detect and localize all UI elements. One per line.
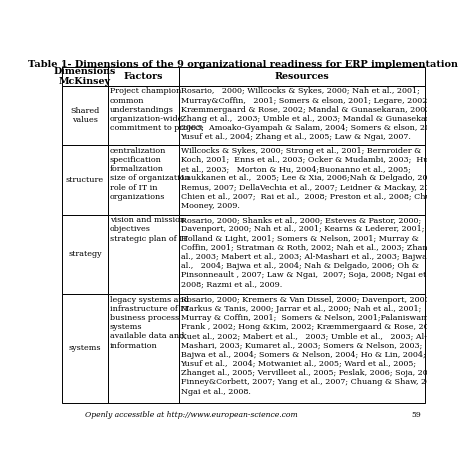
- Bar: [179, 67, 425, 86]
- Text: strategy: strategy: [68, 250, 101, 258]
- Bar: [108, 215, 179, 294]
- Text: Rosario, 2000; Kremers & Van Dissel, 2000; Davenport, 2000;
Markus & Tanis, 2000: Rosario, 2000; Kremers & Van Dissel, 200…: [181, 295, 443, 396]
- Text: legacy systems and
infrastructure of IT
business process
systems
available data : legacy systems and infrastructure of IT …: [109, 295, 189, 349]
- Text: 59: 59: [411, 411, 421, 419]
- Text: Project champion
common
understandings
organization-wide
commitment to project: Project champion common understandings o…: [109, 87, 203, 132]
- Text: Shared
values: Shared values: [70, 107, 100, 124]
- Bar: [62, 86, 108, 145]
- Bar: [179, 86, 425, 145]
- Bar: [108, 145, 179, 215]
- Bar: [62, 67, 108, 86]
- Text: Rosario, 2000; Shanks et al., 2000; Esteves & Pastor, 2000;
Davenport, 2000; Nah: Rosario, 2000; Shanks et al., 2000; Este…: [181, 216, 443, 289]
- Text: Openly accessible at http://www.european-science.com: Openly accessible at http://www.european…: [85, 411, 298, 419]
- Text: Rosario,   2000; Willcocks & Sykes, 2000; Nah et al., 2001;
Murray&Coffin,   200: Rosario, 2000; Willcocks & Sykes, 2000; …: [181, 87, 442, 141]
- Bar: [179, 215, 425, 294]
- Text: Factors: Factors: [124, 72, 163, 81]
- Text: Dimensions
McKinsey: Dimensions McKinsey: [54, 67, 116, 86]
- Text: Resources: Resources: [274, 72, 329, 81]
- Bar: [62, 145, 108, 215]
- Text: Table 1- Dimensions of the 9 organizational readiness for ERP implementation: Table 1- Dimensions of the 9 organizatio…: [28, 60, 458, 69]
- Bar: [179, 145, 425, 215]
- Bar: [108, 86, 179, 145]
- Text: structure: structure: [66, 176, 104, 184]
- Bar: [62, 215, 108, 294]
- Text: vision and mission
objectives
strategic plan of IT: vision and mission objectives strategic …: [109, 216, 187, 243]
- Text: centralization
specification
formalization
size of organization
role of IT in
or: centralization specification formalizati…: [109, 147, 190, 201]
- Bar: [108, 67, 179, 86]
- Text: Willcocks & Sykes, 2000; Strong et al., 2001; Bernroider &
Koch, 2001;  Enns et : Willcocks & Sykes, 2000; Strong et al., …: [181, 147, 447, 210]
- Bar: [179, 294, 425, 403]
- Bar: [108, 294, 179, 403]
- Bar: [62, 294, 108, 403]
- Text: systems: systems: [69, 344, 101, 352]
